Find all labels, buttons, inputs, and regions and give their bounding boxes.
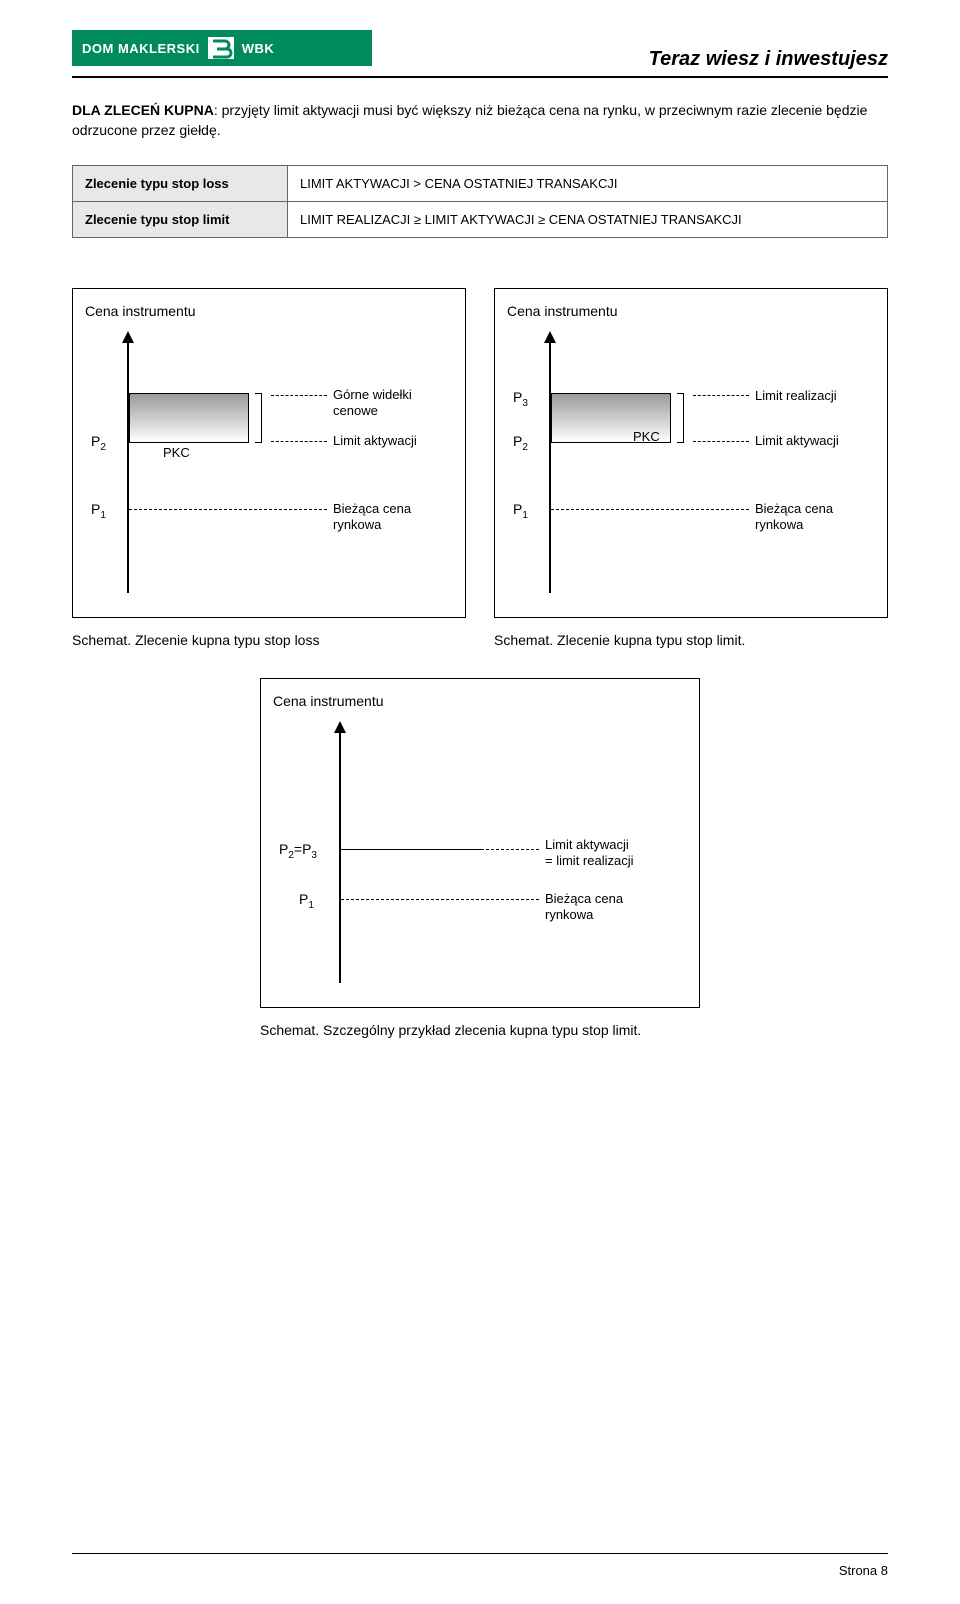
annotation: Limit aktywacji [755,433,839,449]
p2-label: P2 [91,433,106,453]
y-axis [339,723,341,983]
p1-label: P1 [299,891,314,911]
logo-text-1: DOM MAKLERSKI [82,41,200,56]
diagram-title: Cena instrumentu [85,303,453,319]
table-label: Zlecenie typu stop loss [73,165,288,201]
y-axis [127,333,129,593]
p1-label: P1 [513,501,528,521]
bracket-icon [683,393,684,443]
annotation: Limit aktywacji [333,433,417,449]
table-label: Zlecenie typu stop limit [73,201,288,237]
logo-bar: DOM MAKLERSKI WBK [72,30,372,66]
diagram-title: Cena instrumentu [273,693,687,709]
annotation: Bieżąca cena rynkowa [755,501,833,534]
p2-label: P2 [513,433,528,453]
diagram-stop-loss: Cena instrumentu PKC P2 P1 Górne widełki… [72,288,466,618]
diagram-stop-limit: Cena instrumentu PKC P3 P2 P1 Limit real… [494,288,888,618]
caption-row: Schemat. Zlecenie kupna typu stop loss S… [72,632,888,648]
leader-line [693,441,749,442]
content: DLA ZLECEŃ KUPNA: przyjęty limit aktywac… [72,100,888,1038]
leader-line [693,395,749,396]
solid-line [341,849,481,850]
table-value: LIMIT REALIZACJI ≥ LIMIT AKTYWACJI ≥ CEN… [288,201,888,237]
leader-line [481,849,539,850]
bottom-rule [72,1553,888,1554]
dash-line [129,509,327,510]
annotation: Limit realizacji [755,388,837,404]
annotation: Bieżąca cena rynkowa [545,891,623,924]
axis-area: P2=P3 P1 Limit aktywacji = limit realiza… [273,723,687,983]
top-rule [72,76,888,78]
dash-line [341,899,539,900]
pkc-label: PKC [633,429,660,444]
center-column: Cena instrumentu P2=P3 P1 Limit aktywacj… [72,678,888,1038]
annotation: Limit aktywacji = limit realizacji [545,837,634,870]
logo-badge-icon [208,37,234,59]
pkc-label: PKC [163,445,190,460]
gradient-rect [129,393,249,443]
annotation: Górne widełki cenowe [333,387,412,420]
diagram-title: Cena instrumentu [507,303,875,319]
diagram-special-case: Cena instrumentu P2=P3 P1 Limit aktywacj… [260,678,700,1008]
table-row: Zlecenie typu stop limit LIMIT REALIZACJ… [73,201,888,237]
p1-label: P1 [91,501,106,521]
axis-area: PKC P3 P2 P1 Limit realizacji Limit akty… [507,333,875,593]
annotation: Bieżąca cena rynkowa [333,501,411,534]
diagrams-row: Cena instrumentu PKC P2 P1 Górne widełki… [72,288,888,618]
table-value: LIMIT AKTYWACJI > CENA OSTATNIEJ TRANSAK… [288,165,888,201]
bracket-icon [261,393,262,443]
intro-paragraph: DLA ZLECEŃ KUPNA: przyjęty limit aktywac… [72,100,888,141]
logo-text-2: WBK [242,41,275,56]
tagline: Teraz wiesz i inwestujesz [649,48,888,71]
p23-label: P2=P3 [279,841,317,861]
diagram-caption: Schemat. Zlecenie kupna typu stop limit. [494,632,888,648]
page-number: Strona 8 [839,1563,888,1578]
leader-line [271,395,327,396]
dash-line [551,509,749,510]
intro-bold: DLA ZLECEŃ KUPNA [72,102,214,118]
table-row: Zlecenie typu stop loss LIMIT AKTYWACJI … [73,165,888,201]
diagram-caption: Schemat. Zlecenie kupna typu stop loss [72,632,466,648]
conditions-table: Zlecenie typu stop loss LIMIT AKTYWACJI … [72,165,888,238]
diagram-caption: Schemat. Szczególny przykład zlecenia ku… [260,1022,700,1038]
p3-label: P3 [513,389,528,409]
y-axis [549,333,551,593]
leader-line [271,441,327,442]
axis-area: PKC P2 P1 Górne widełki cenowe Limit akt… [85,333,453,593]
